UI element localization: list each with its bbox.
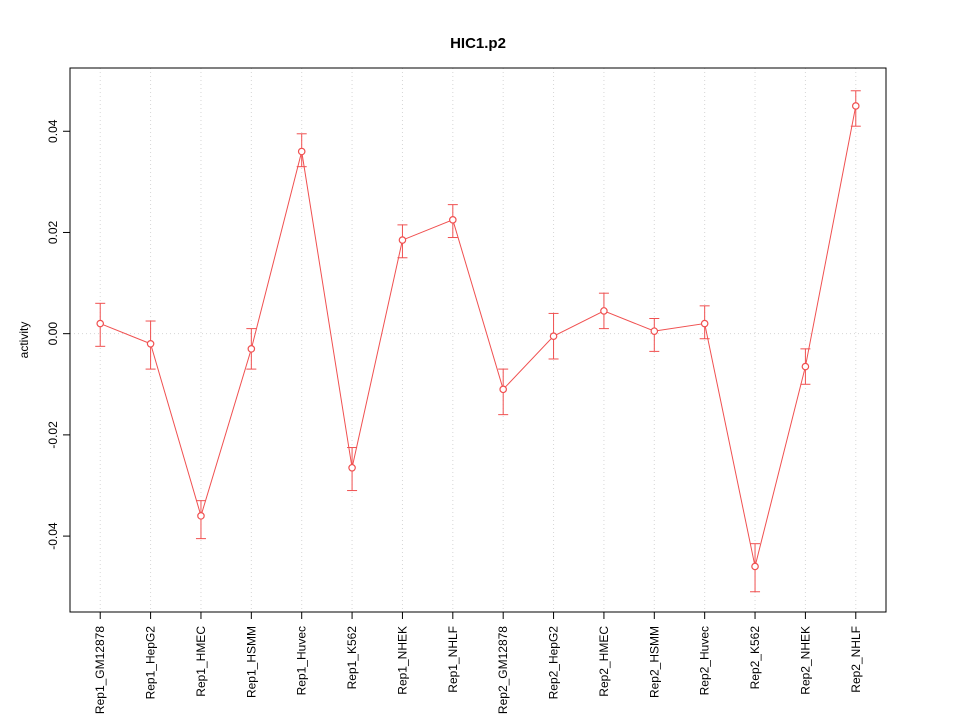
- x-tick-label: Rep2_HepG2: [547, 626, 561, 700]
- x-tick-label: Rep1_NHEK: [395, 626, 409, 695]
- data-series: [95, 90, 861, 593]
- x-tick-label: Rep2_NHEK: [798, 626, 812, 695]
- y-axis-label: activity: [17, 322, 31, 359]
- data-point: [146, 339, 155, 348]
- data-point: [700, 319, 709, 328]
- data-point: [96, 319, 105, 328]
- plot-border: [69, 67, 887, 613]
- data-point: [449, 216, 457, 224]
- x-tick-label: Rep2_K562: [748, 626, 762, 690]
- y-tick-label: 0.02: [46, 220, 60, 244]
- y-tick-label: 0.04: [46, 119, 60, 143]
- y-tick-label: -0.02: [46, 421, 60, 449]
- data-point: [549, 332, 558, 341]
- x-tick-label: Rep1_HMEC: [194, 626, 208, 697]
- data-point: [851, 102, 860, 110]
- data-point: [499, 385, 507, 394]
- x-tick-label: Rep2_Huvec: [698, 626, 712, 695]
- data-point: [247, 345, 256, 353]
- data-point: [650, 327, 659, 335]
- x-tick-label: Rep1_HSMM: [244, 626, 258, 698]
- data-point: [801, 362, 810, 371]
- data-point: [197, 512, 205, 520]
- gridlines: [70, 68, 886, 612]
- chart-title: HIC1.p2: [450, 35, 506, 52]
- x-tick-label: Rep1_K562: [345, 626, 359, 690]
- data-point: [348, 463, 356, 472]
- data-point: [751, 562, 759, 571]
- data-point: [297, 147, 306, 156]
- x-tick-label: Rep2_HSMM: [647, 626, 661, 698]
- series-line: [100, 105, 857, 567]
- y-tick-label: 0.00: [46, 322, 60, 346]
- x-tick-label: Rep1_NHLF: [446, 626, 460, 693]
- data-point: [600, 307, 608, 315]
- x-tick-label: Rep1_HepG2: [144, 626, 158, 700]
- axes: -0.04 -0.02 0.00 0.02 0.04 Rep1_GM12878 Rep1_H…: [46, 67, 887, 714]
- x-tick-label: Rep2_GM12878: [496, 626, 510, 714]
- x-tick-label: Rep1_GM12878: [93, 626, 107, 714]
- x-tick-label: Rep2_NHLF: [849, 626, 863, 693]
- x-tick-label: Rep1_Huvec: [295, 626, 309, 695]
- data-point: [398, 236, 407, 244]
- x-tick-label: Rep2_HMEC: [597, 626, 611, 697]
- y-tick-label: -0.04: [46, 522, 60, 550]
